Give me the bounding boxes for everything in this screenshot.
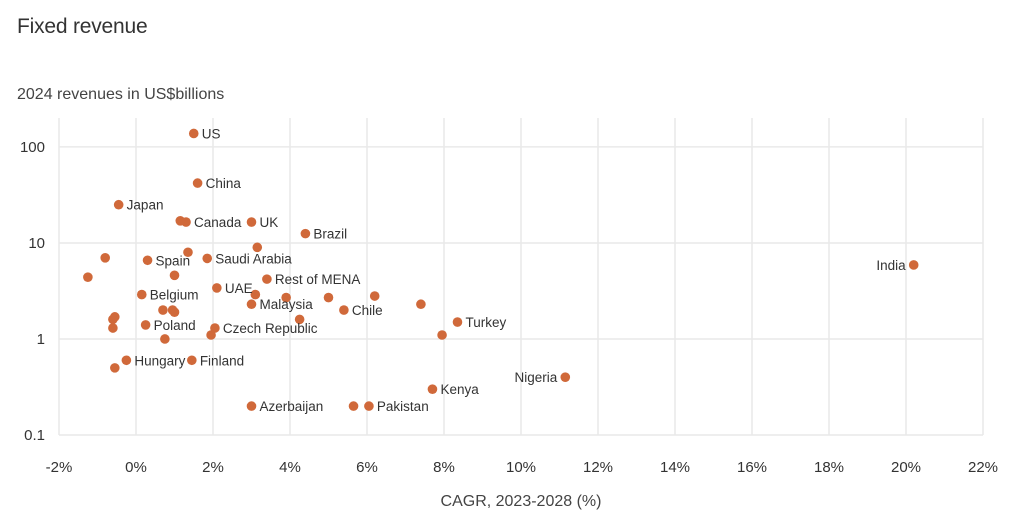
data-points xyxy=(83,128,919,411)
y-tick-label: 100 xyxy=(20,139,45,156)
data-point xyxy=(108,323,118,333)
x-tick-label: 22% xyxy=(968,459,998,476)
x-axis-title: CAGR, 2023-2028 (%) xyxy=(441,493,602,510)
data-point xyxy=(187,355,197,366)
x-tick-label: 16% xyxy=(737,459,767,476)
data-point xyxy=(252,242,263,253)
data-point xyxy=(427,384,438,394)
data-label: Rest of MENA xyxy=(275,272,361,287)
data-point xyxy=(192,178,203,188)
y-tick-label: 1 xyxy=(37,331,45,348)
data-label: Turkey xyxy=(465,315,506,330)
data-point xyxy=(560,372,571,382)
data-point xyxy=(206,330,216,340)
data-label: India xyxy=(876,258,906,273)
data-point xyxy=(188,128,199,139)
data-label: UAE xyxy=(225,281,253,296)
data-point xyxy=(323,292,334,303)
data-label: China xyxy=(206,176,242,191)
data-label: Azerbaijan xyxy=(260,399,324,414)
x-tick-label: 2% xyxy=(202,459,224,476)
data-point xyxy=(212,283,222,293)
x-tick-label: 14% xyxy=(660,459,690,476)
data-point xyxy=(108,314,118,325)
data-point xyxy=(121,355,132,366)
data-point xyxy=(246,401,257,411)
data-point xyxy=(416,299,426,310)
x-tick-label: 0% xyxy=(125,459,147,476)
data-point xyxy=(908,260,919,270)
data-point xyxy=(83,272,93,282)
y-tick-label: 10 xyxy=(28,235,45,252)
data-point xyxy=(294,314,305,325)
data-label: Poland xyxy=(154,318,196,333)
data-point xyxy=(246,299,257,310)
data-point xyxy=(452,317,463,327)
x-tick-label: 20% xyxy=(891,459,921,476)
data-point xyxy=(158,305,168,315)
data-point xyxy=(364,401,374,411)
x-tick-label: 12% xyxy=(583,459,613,476)
data-point xyxy=(160,334,170,344)
data-label: Japan xyxy=(127,198,164,213)
x-tick-label: 8% xyxy=(433,459,455,476)
data-label: Chile xyxy=(352,303,383,318)
data-point xyxy=(169,270,180,281)
data-point xyxy=(281,292,291,303)
data-point xyxy=(169,307,180,318)
data-label: Spain xyxy=(156,253,191,268)
data-label: Hungary xyxy=(134,353,185,368)
data-point xyxy=(136,289,147,300)
data-label: Canada xyxy=(194,215,242,230)
data-point xyxy=(183,247,193,258)
x-tick-label: 4% xyxy=(279,459,301,476)
data-point xyxy=(140,320,151,330)
data-point xyxy=(175,216,186,226)
x-axis-ticks: -2% 0% 2% 4% 6% 8% 10% 12% 14% 16% 18% 20% 22% xyxy=(46,459,998,476)
data-label: US xyxy=(202,126,221,141)
data-point xyxy=(300,228,311,239)
grid xyxy=(58,118,984,436)
x-tick-label: 6% xyxy=(356,459,378,476)
chart-subtitle: 2024 revenues in US$billions xyxy=(17,86,225,103)
y-tick-label: 0.1 xyxy=(24,427,45,444)
data-point xyxy=(339,305,349,315)
data-point xyxy=(246,217,257,227)
data-point xyxy=(348,401,359,411)
data-label: Kenya xyxy=(440,382,479,397)
data-label: Finland xyxy=(200,353,244,368)
data-point xyxy=(110,363,120,373)
data-label: Nigeria xyxy=(514,370,557,385)
data-point xyxy=(437,330,447,340)
data-point xyxy=(100,253,110,263)
data-point xyxy=(250,289,261,300)
chart-title: Fixed revenue xyxy=(17,15,148,38)
data-point xyxy=(142,255,153,266)
data-label: UK xyxy=(260,215,279,230)
y-axis-ticks: 0.1 1 10 100 xyxy=(20,139,45,444)
data-label: Pakistan xyxy=(377,399,429,414)
x-tick-label: -2% xyxy=(46,459,73,476)
data-point xyxy=(369,291,380,301)
data-label: Malaysia xyxy=(260,297,314,312)
x-tick-label: 18% xyxy=(814,459,844,476)
data-point xyxy=(113,199,124,210)
data-label: Belgium xyxy=(150,288,199,303)
data-label: Czech Republic xyxy=(223,321,318,336)
data-point xyxy=(202,253,213,264)
data-label: Brazil xyxy=(313,227,347,242)
data-point xyxy=(262,274,272,284)
x-tick-label: 10% xyxy=(506,459,536,476)
data-labels: US China Japan Canada UK Brazil Saudi Arabia Sp… xyxy=(127,126,907,414)
data-label: Saudi Arabia xyxy=(215,251,292,266)
